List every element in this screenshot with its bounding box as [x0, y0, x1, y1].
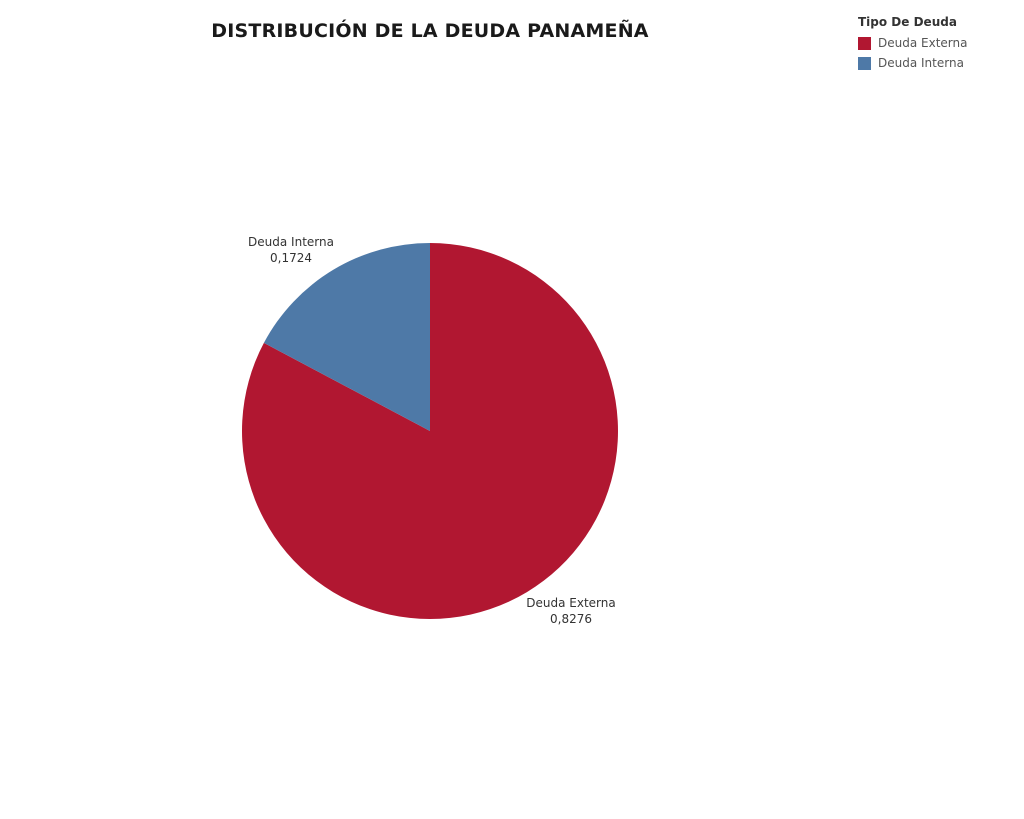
legend-label-deuda-externa: Deuda Externa: [878, 36, 968, 50]
legend-item-deuda-interna[interactable]: Deuda Interna: [858, 53, 1018, 73]
pie-slice-deuda-interna[interactable]: [263, 243, 430, 431]
legend-label-deuda-interna: Deuda Interna: [878, 56, 964, 70]
legend-swatch-deuda-externa: [858, 36, 871, 50]
legend: Tipo De Deuda Deuda Externa Deuda Intern…: [858, 15, 1018, 73]
slice-label-name-deuda-externa: Deuda Externa: [526, 596, 615, 610]
legend-swatch-deuda-interna: [858, 56, 871, 70]
slice-label-value-deuda-externa: 0,8276: [550, 612, 592, 626]
slice-label-name-deuda-interna: Deuda Interna: [248, 235, 334, 249]
legend-title: Tipo De Deuda: [858, 15, 957, 29]
legend-item-deuda-externa[interactable]: Deuda Externa: [858, 33, 1018, 53]
slice-label-value-deuda-interna: 0,1724: [270, 251, 312, 265]
chart-title: DISTRIBUCIÓN DE LA DEUDA PANAMEÑA: [211, 20, 649, 42]
